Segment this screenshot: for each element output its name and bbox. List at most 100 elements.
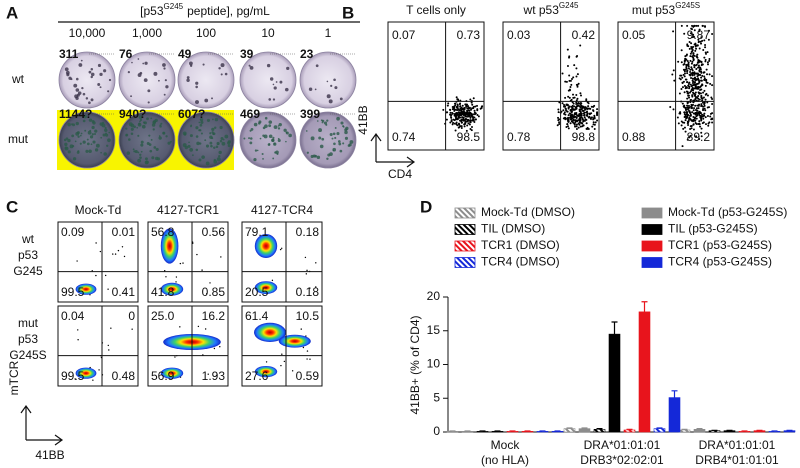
spot bbox=[215, 145, 219, 149]
event-dot bbox=[576, 54, 579, 57]
spot bbox=[143, 121, 147, 125]
event-dot bbox=[569, 122, 572, 125]
event-dot bbox=[568, 112, 571, 115]
event-dot bbox=[696, 61, 699, 64]
event-dot bbox=[575, 67, 578, 70]
event-dot bbox=[580, 122, 583, 125]
event-dot bbox=[694, 83, 697, 86]
event-dot bbox=[707, 38, 710, 41]
axis-arrows bbox=[20, 404, 64, 446]
spot-count: 607? bbox=[178, 107, 205, 121]
event-dot bbox=[455, 115, 458, 118]
spot bbox=[128, 122, 133, 127]
event-dot bbox=[690, 76, 693, 79]
quadrant-percent: 79.1 bbox=[245, 225, 269, 239]
density-blob bbox=[254, 281, 278, 294]
error-bar bbox=[671, 390, 678, 398]
event-dot bbox=[476, 109, 479, 112]
spot bbox=[151, 156, 155, 160]
event-dot bbox=[463, 123, 466, 126]
event-dot bbox=[669, 106, 672, 109]
spot bbox=[167, 141, 171, 145]
quadrant-percent: 10.5 bbox=[296, 309, 320, 323]
quadrant-percent: 98.5 bbox=[457, 130, 481, 144]
event-dot bbox=[691, 86, 694, 89]
event-dot bbox=[682, 127, 685, 130]
spot bbox=[132, 148, 135, 151]
event-dot bbox=[686, 138, 689, 141]
quadrant-percent: 25.0 bbox=[151, 309, 175, 323]
spot bbox=[140, 150, 143, 153]
event-dot bbox=[688, 111, 691, 114]
quadrant-percent: 56.8 bbox=[151, 225, 175, 239]
spot-count: 1144? bbox=[59, 107, 92, 121]
event-dot bbox=[568, 89, 571, 92]
event-dot bbox=[213, 347, 216, 350]
axis-label: 41BB bbox=[35, 448, 64, 462]
event-dot bbox=[683, 75, 686, 78]
spot bbox=[279, 80, 283, 84]
event-dot bbox=[703, 89, 706, 92]
event-dot bbox=[565, 109, 568, 112]
event-dot bbox=[587, 105, 590, 108]
bar bbox=[678, 429, 691, 433]
event-dot bbox=[691, 77, 694, 80]
event-dot bbox=[582, 120, 585, 123]
event-dot bbox=[573, 123, 576, 126]
event-dot bbox=[557, 108, 560, 111]
event-dot bbox=[698, 120, 701, 123]
spot bbox=[334, 136, 337, 140]
quadrant-percent: 0.56 bbox=[202, 225, 226, 239]
spot bbox=[212, 118, 214, 121]
event-dot bbox=[708, 59, 711, 62]
event-dot bbox=[460, 118, 463, 121]
event-dot bbox=[219, 346, 221, 348]
event-dot bbox=[702, 109, 705, 112]
event-dot bbox=[705, 79, 708, 82]
event-dot bbox=[570, 78, 573, 81]
spot bbox=[220, 137, 224, 140]
spot bbox=[224, 72, 228, 76]
event-dot bbox=[592, 121, 595, 124]
spot bbox=[323, 121, 328, 125]
event-dot bbox=[575, 107, 578, 110]
event-dot bbox=[583, 116, 586, 119]
event-dot bbox=[681, 102, 684, 105]
spot bbox=[74, 140, 77, 143]
event-dot bbox=[687, 124, 690, 127]
spot bbox=[182, 131, 187, 136]
event-dot bbox=[576, 97, 579, 100]
spot bbox=[199, 142, 202, 145]
spot-count: 469 bbox=[240, 107, 260, 121]
event-dot bbox=[581, 125, 584, 128]
spot bbox=[326, 80, 329, 83]
quadrant-percent: 0.78 bbox=[507, 130, 531, 144]
spot bbox=[344, 130, 348, 135]
spot bbox=[249, 66, 254, 70]
spot-count: 23 bbox=[300, 47, 314, 61]
event-dot bbox=[711, 117, 714, 120]
spot bbox=[73, 83, 78, 88]
event-dot bbox=[689, 52, 692, 55]
event-dot bbox=[700, 104, 703, 107]
event-dot bbox=[697, 38, 700, 41]
spot bbox=[218, 67, 221, 70]
event-dot bbox=[265, 361, 268, 363]
event-dot bbox=[589, 117, 592, 120]
spot bbox=[336, 116, 340, 121]
event-dot bbox=[687, 65, 690, 68]
well bbox=[299, 111, 357, 169]
event-dot bbox=[568, 56, 571, 59]
event-dot bbox=[696, 78, 699, 81]
event-dot bbox=[697, 73, 700, 76]
bar bbox=[693, 428, 706, 433]
event-dot bbox=[452, 121, 455, 124]
event-dot bbox=[695, 72, 698, 75]
quadrant-percent: 0.88 bbox=[622, 130, 646, 144]
event-dot bbox=[697, 58, 700, 61]
spot bbox=[127, 138, 131, 141]
spot-count: 49 bbox=[178, 47, 192, 61]
event-dot bbox=[98, 369, 100, 371]
event-dot bbox=[568, 79, 571, 82]
event-dot bbox=[699, 88, 702, 91]
